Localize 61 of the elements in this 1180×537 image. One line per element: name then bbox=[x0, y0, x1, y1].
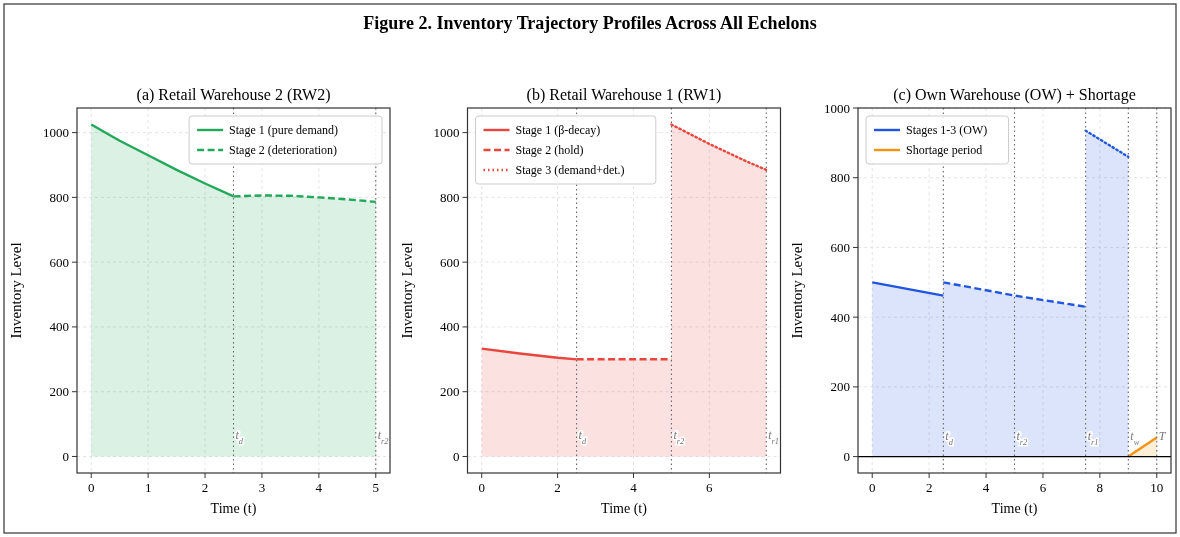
y-tick-label: 800 bbox=[830, 170, 850, 186]
x-tick-label: 6 bbox=[706, 480, 714, 495]
x-tick-label: 5 bbox=[372, 480, 380, 495]
y-tick-label: 1000 bbox=[824, 100, 850, 116]
x-tick-label: 0 bbox=[87, 480, 95, 495]
x-tick-label: 0 bbox=[478, 480, 485, 495]
ref-line-label: t$_{r1}$ bbox=[1087, 428, 1099, 447]
y-axis-title: Inventory Level bbox=[8, 242, 24, 339]
y-tick-label: 200 bbox=[830, 379, 850, 395]
ref-line-label: t$_{d}$ bbox=[578, 428, 587, 446]
legend-label: Shortage period bbox=[906, 143, 983, 157]
chart-title: (c) Own Warehouse (OW) + Shortage bbox=[893, 86, 1136, 104]
x-axis-title: Time (t) bbox=[991, 501, 1038, 517]
x-tick-label: 3 bbox=[258, 480, 266, 495]
y-tick-label: 400 bbox=[49, 319, 69, 335]
legend-label: Stage 2 (hold) bbox=[515, 143, 584, 157]
x-tick-label: 2 bbox=[925, 480, 933, 495]
y-axis-title: Inventory Level bbox=[398, 242, 415, 339]
y-tick-label: 0 bbox=[843, 449, 850, 465]
caption: Figure 2. Inventory Trajectory Profiles Across All Echelons bbox=[363, 13, 817, 33]
x-tick-label: 4 bbox=[982, 480, 990, 495]
legend-label: Stage 1 (pure demand) bbox=[229, 123, 339, 137]
chart-title: (b) Retail Warehouse 1 (RW1) bbox=[526, 86, 722, 104]
y-tick-label: 800 bbox=[440, 189, 460, 205]
x-tick-label: 0 bbox=[868, 480, 876, 495]
x-tick-label: 6 bbox=[1039, 480, 1047, 495]
x-tick-label: 10 bbox=[1150, 480, 1164, 495]
x-tick-label: 4 bbox=[315, 480, 323, 495]
y-axis-title: Inventory Level bbox=[789, 242, 805, 339]
ref-line-label: t$_{w}$ bbox=[1130, 428, 1140, 447]
x-axis-title: Time (t) bbox=[601, 501, 648, 517]
ref-line-label: t$_{r2}$ bbox=[673, 428, 685, 446]
y-tick-label: 200 bbox=[440, 384, 460, 400]
legend-label: Stage 3 (demand+det.) bbox=[515, 163, 625, 177]
y-tick-label: 0 bbox=[62, 448, 69, 464]
y-tick-label: 1000 bbox=[43, 125, 69, 141]
y-tick-label: 400 bbox=[440, 319, 460, 335]
y-tick-label: 600 bbox=[830, 239, 850, 255]
x-axis-title: Time (t) bbox=[210, 501, 257, 517]
y-tick-label: 600 bbox=[49, 254, 69, 270]
y-tick-label: 200 bbox=[49, 384, 69, 400]
ref-line-label: t$_{d}$ bbox=[945, 428, 954, 447]
x-tick-label: 2 bbox=[554, 480, 561, 495]
ref-line-label: t$_{r1}$ bbox=[768, 428, 780, 446]
legend-label: Stage 1 (β-decay) bbox=[515, 123, 601, 137]
chart-title: (a) Retail Warehouse 2 (RW2) bbox=[136, 86, 331, 104]
y-tick-label: 1000 bbox=[433, 125, 460, 141]
ref-line-label: T bbox=[1158, 428, 1167, 443]
legend-label: Stage 2 (deterioration) bbox=[229, 143, 338, 157]
ref-line-label: t$_{r2}$ bbox=[377, 428, 389, 446]
legend-label: Stages 1-3 (OW) bbox=[906, 123, 988, 137]
x-tick-label: 2 bbox=[201, 480, 209, 495]
y-tick-label: 400 bbox=[830, 309, 850, 325]
y-tick-label: 600 bbox=[440, 254, 460, 270]
ref-line-label: t$_{d}$ bbox=[235, 428, 244, 446]
x-tick-label: 1 bbox=[144, 480, 152, 495]
ref-line-label: t$_{r2}$ bbox=[1016, 428, 1028, 447]
x-tick-label: 8 bbox=[1096, 480, 1104, 495]
y-tick-label: 0 bbox=[453, 448, 460, 464]
y-tick-label: 800 bbox=[49, 189, 69, 205]
x-tick-label: 4 bbox=[630, 480, 638, 495]
